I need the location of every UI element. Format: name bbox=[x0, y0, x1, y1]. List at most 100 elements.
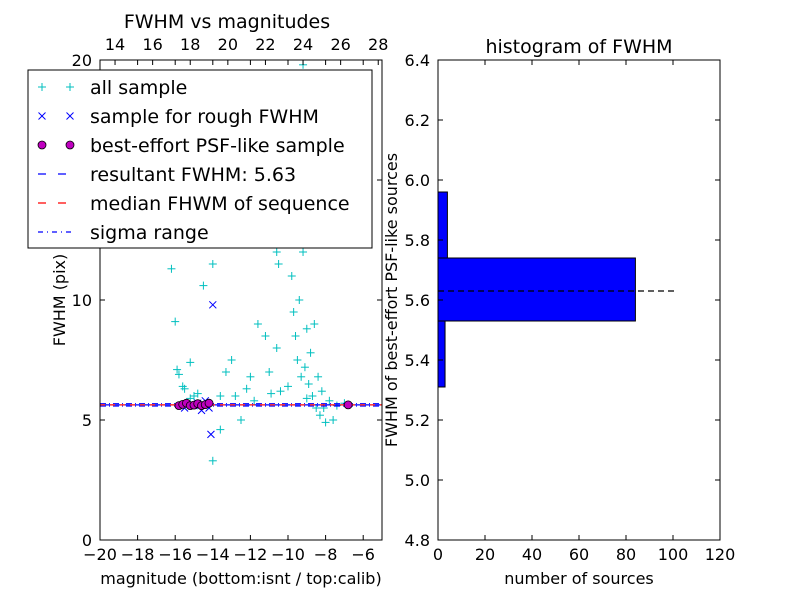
all-sample-point bbox=[242, 384, 251, 393]
all-sample-point bbox=[310, 320, 319, 328]
all-sample-point bbox=[186, 358, 195, 367]
y-tick-label: 5.0 bbox=[405, 471, 430, 490]
all-sample-point bbox=[317, 387, 326, 396]
all-sample-point bbox=[276, 387, 285, 396]
all-sample-point bbox=[167, 264, 176, 273]
all-sample-point bbox=[293, 356, 302, 364]
right-axis-ticks: 0 20 40 60 80 100 120 4.8 5.0 5.2 5.4 5.6 5.8 6.0 6.2 6… bbox=[405, 51, 736, 564]
legend-label: sample for rough FWHM bbox=[90, 106, 319, 128]
x-tick-label: −12 bbox=[234, 545, 268, 564]
top-tick-label: 24 bbox=[293, 35, 313, 54]
top-tick-label: 14 bbox=[105, 35, 125, 54]
all-sample-point bbox=[304, 380, 313, 388]
all-sample-point bbox=[178, 382, 187, 391]
x-tick-label: 100 bbox=[658, 545, 689, 564]
all-sample-point bbox=[216, 392, 225, 400]
x-tick-label: 40 bbox=[522, 545, 542, 564]
all-sample-point bbox=[299, 248, 308, 256]
all-sample-point bbox=[302, 324, 311, 333]
all-sample-point bbox=[253, 320, 262, 328]
left-plot-marks bbox=[100, 60, 382, 465]
all-sample-point bbox=[208, 456, 217, 465]
histogram-bar bbox=[437, 191, 448, 259]
all-sample-point bbox=[173, 365, 182, 374]
x-tick-label: 80 bbox=[616, 545, 636, 564]
legend-entry: sigma range bbox=[38, 222, 209, 244]
x-tick-label: −6 bbox=[351, 545, 375, 564]
right-chart-title: histogram of FWHM bbox=[485, 36, 672, 58]
all-sample-point bbox=[272, 248, 281, 256]
y-tick-label: 4.8 bbox=[405, 531, 430, 550]
legend-label: all sample bbox=[90, 77, 187, 99]
all-sample-point bbox=[315, 411, 324, 420]
all-sample-point bbox=[221, 368, 230, 376]
y-tick-label: 0 bbox=[82, 531, 92, 550]
all-sample-point bbox=[284, 382, 292, 391]
x-tick-label: 20 bbox=[475, 545, 495, 564]
legend-label: resultant FWHM: 5.63 bbox=[90, 164, 296, 186]
left-x-axis-label: magnitude (bottom:isnt / top:calib) bbox=[100, 569, 381, 588]
top-tick-label: 18 bbox=[180, 35, 200, 54]
top-tick-label: 20 bbox=[218, 35, 238, 54]
x-tick-label: 60 bbox=[569, 545, 589, 564]
all-sample-point bbox=[295, 296, 304, 304]
top-tick-label: 16 bbox=[142, 35, 162, 54]
all-sample-point bbox=[246, 372, 255, 381]
all-sample-point bbox=[287, 272, 296, 280]
y-tick-label: 6.2 bbox=[405, 111, 430, 130]
rough-sample-point bbox=[208, 300, 217, 309]
all-sample-point bbox=[265, 368, 274, 376]
all-sample-point bbox=[267, 389, 276, 398]
histogram-bar bbox=[437, 320, 446, 388]
left-panel: −20−18−16−14−12−10−8−6051015201416182022… bbox=[27, 11, 388, 588]
right-plot-marks bbox=[437, 191, 678, 388]
y-tick-label: 6.4 bbox=[405, 51, 430, 70]
all-sample-point bbox=[193, 389, 202, 398]
all-sample-point bbox=[297, 372, 306, 381]
left-y-axis-label: FWHM (pix) bbox=[50, 254, 69, 347]
best-effort-sample-point bbox=[343, 400, 353, 410]
all-sample-point bbox=[302, 394, 311, 403]
legend-entry: sample for rough FWHM bbox=[38, 106, 319, 128]
y-tick-label: 5.4 bbox=[405, 351, 430, 370]
legend-entry: all sample bbox=[38, 77, 187, 99]
all-sample-point bbox=[300, 363, 309, 372]
all-sample-point bbox=[306, 348, 315, 357]
x-tick-label: 0 bbox=[433, 545, 443, 564]
y-tick-label: 20 bbox=[72, 51, 92, 70]
all-sample-point bbox=[199, 281, 208, 290]
all-sample-point bbox=[171, 317, 180, 326]
all-sample-point bbox=[289, 308, 298, 316]
histogram-bar bbox=[437, 257, 636, 322]
all-sample-point bbox=[237, 416, 245, 424]
x-tick-label: −10 bbox=[271, 545, 305, 564]
legend-entry: resultant FWHM: 5.63 bbox=[38, 164, 296, 186]
legend-label: median FHWM of sequence bbox=[90, 193, 350, 215]
right-x-axis-label: number of sources bbox=[504, 569, 654, 588]
legend-entry: best-effort PSF-like sample bbox=[37, 135, 345, 157]
all-sample-point bbox=[227, 356, 236, 364]
y-tick-label: 10 bbox=[72, 291, 92, 310]
y-tick-label: 5.6 bbox=[405, 291, 430, 310]
y-tick-label: 5.8 bbox=[405, 231, 430, 250]
best-effort-sample-point bbox=[204, 398, 214, 408]
all-sample-point bbox=[272, 344, 281, 352]
legend-label: sigma range bbox=[90, 222, 209, 244]
all-sample-point bbox=[231, 392, 240, 400]
all-sample-point bbox=[250, 396, 259, 405]
legend: all sample sample for rough FWHM best-effo… bbox=[27, 69, 373, 249]
top-tick-label: 26 bbox=[330, 35, 350, 54]
y-tick-label: 6.0 bbox=[405, 171, 430, 190]
all-sample-point bbox=[329, 416, 338, 424]
all-sample-point bbox=[325, 396, 334, 405]
all-sample-point bbox=[208, 260, 217, 268]
legend-entry: median FHWM of sequence bbox=[38, 193, 350, 215]
all-sample-point bbox=[274, 260, 283, 268]
y-tick-label: 5.2 bbox=[405, 411, 430, 430]
all-sample-point bbox=[321, 418, 330, 427]
x-tick-label: −20 bbox=[83, 545, 117, 564]
x-tick-label: −14 bbox=[196, 545, 230, 564]
x-tick-label: −16 bbox=[158, 545, 192, 564]
all-sample-point bbox=[216, 425, 225, 434]
